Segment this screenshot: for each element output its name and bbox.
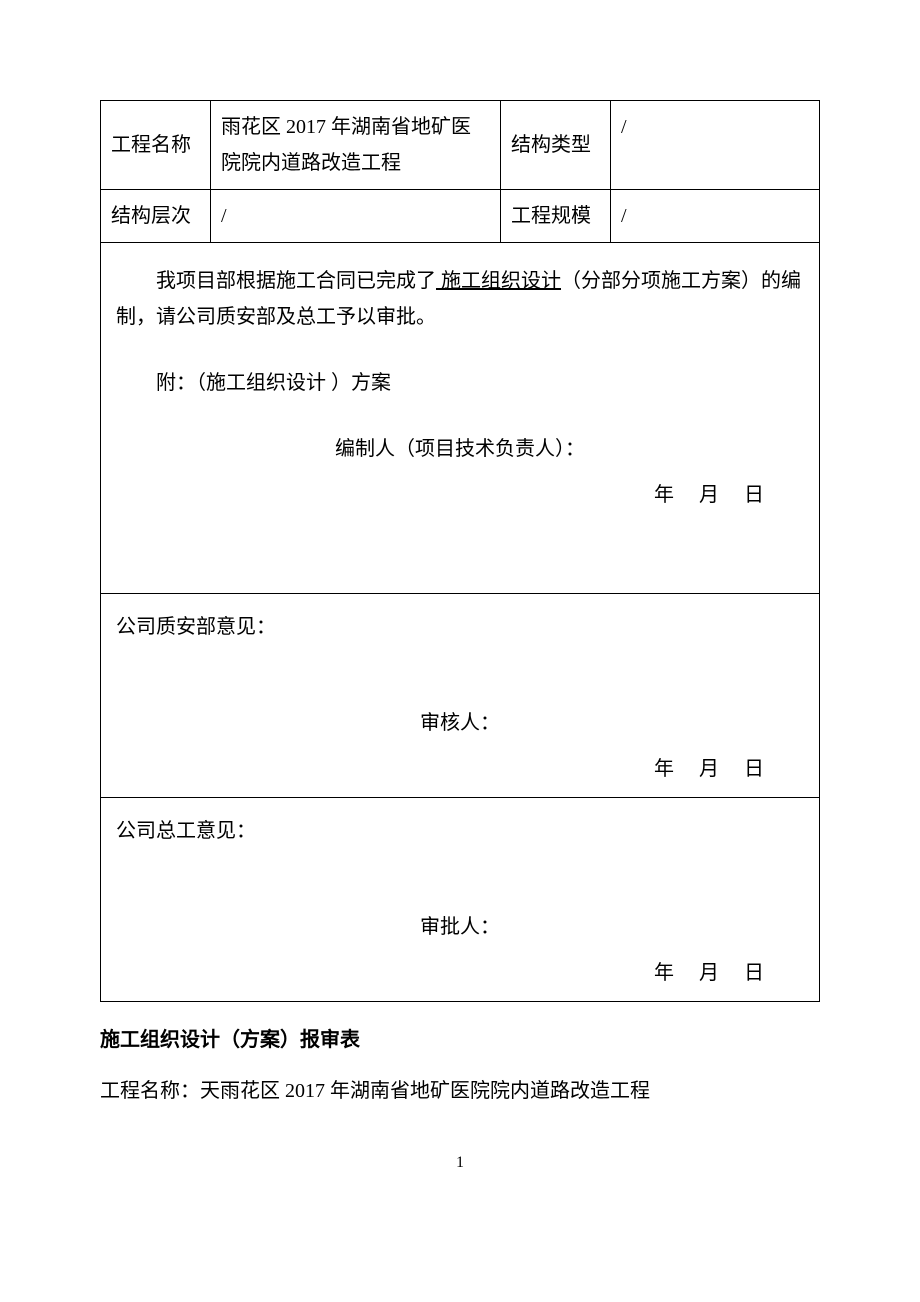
body-date-line: 年 月 日 <box>116 477 804 513</box>
chief-row: 公司总工意见： 审批人： 年 月 日 <box>101 798 820 1002</box>
footer-title: 施工组织设计（方案）报审表 <box>100 1022 820 1058</box>
value-project-scale: / <box>611 190 820 243</box>
label-project-name: 工程名称 <box>101 101 211 190</box>
form-table: 工程名称 雨花区 2017 年湖南省地矿医院院内道路改造工程 结构类型 / 结构… <box>100 100 820 1002</box>
label-structure-type: 结构类型 <box>501 101 611 190</box>
value-project-name: 雨花区 2017 年湖南省地矿医院院内道路改造工程 <box>211 101 501 190</box>
qa-cell: 公司质安部意见： 审核人： 年 月 日 <box>101 594 820 798</box>
chief-date-line: 年 月 日 <box>116 955 804 991</box>
para1-prefix: 我项目部根据施工合同已完成了 <box>156 270 436 292</box>
qa-reviewer-line: 审核人： <box>116 705 804 741</box>
header-row-2: 结构层次 / 工程规模 / <box>101 190 820 243</box>
chief-approver-line: 审批人： <box>116 909 804 945</box>
value-structure-type: / <box>611 101 820 190</box>
body-cell: 我项目部根据施工合同已完成了 施工组织设计（分部分项施工方案）的编制，请公司质安… <box>101 243 820 594</box>
chief-title: 公司总工意见： <box>116 813 804 849</box>
label-project-scale: 工程规模 <box>501 190 611 243</box>
para1-underline: 施工组织设计 <box>436 270 561 292</box>
header-row-1: 工程名称 雨花区 2017 年湖南省地矿医院院内道路改造工程 结构类型 / <box>101 101 820 190</box>
attachment-line: 附：（施工组织设计 ）方案 <box>116 365 804 401</box>
label-structure-level: 结构层次 <box>101 190 211 243</box>
qa-row: 公司质安部意见： 审核人： 年 月 日 <box>101 594 820 798</box>
footer-project-line: 工程名称：天雨花区 2017 年湖南省地矿医院院内道路改造工程 <box>100 1073 820 1109</box>
body-paragraph-1: 我项目部根据施工合同已完成了 施工组织设计（分部分项施工方案）的编制，请公司质安… <box>116 263 804 335</box>
page-number: 1 <box>100 1149 820 1178</box>
chief-cell: 公司总工意见： 审批人： 年 月 日 <box>101 798 820 1002</box>
value-structure-level: / <box>211 190 501 243</box>
compiler-line: 编制人（项目技术负责人）： <box>116 431 804 467</box>
qa-title: 公司质安部意见： <box>116 609 804 645</box>
qa-date-line: 年 月 日 <box>116 751 804 787</box>
body-row: 我项目部根据施工合同已完成了 施工组织设计（分部分项施工方案）的编制，请公司质安… <box>101 243 820 594</box>
